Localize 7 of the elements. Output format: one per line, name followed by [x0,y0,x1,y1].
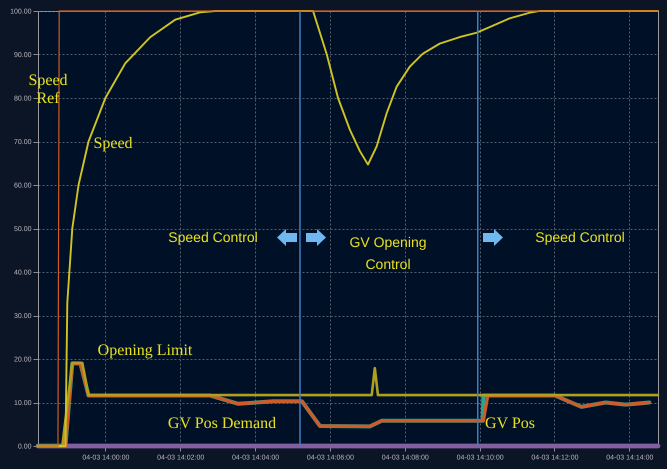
series-label: Speed [93,135,133,152]
series-label: GV Pos Demand [168,415,276,432]
annotation: Speed Control [168,229,258,245]
annotation: Speed Control [535,229,625,245]
annotation: GV Opening Control [349,234,427,272]
series-label: GV Pos [485,415,535,432]
series-label: Opening Limit [98,342,193,359]
